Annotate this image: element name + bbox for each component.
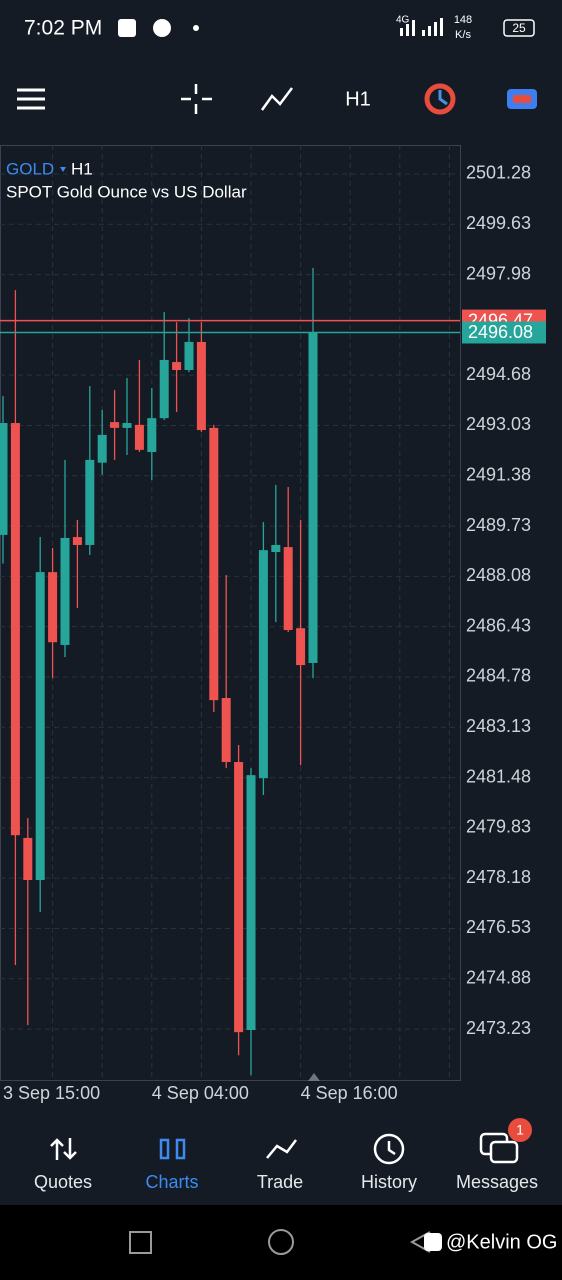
x-tick-label: 4 Sep 04:00 [152,1083,249,1103]
status-icon [118,19,136,37]
candle-body [134,424,144,450]
crosshair-button[interactable] [181,84,212,114]
nav-badge-count: 1 [516,1122,524,1138]
candle-body [35,572,45,881]
nav-label[interactable]: Charts [145,1172,198,1192]
status-icon [153,19,171,37]
y-tick-label: 2494.68 [466,364,531,384]
status-dot [193,25,199,31]
y-tick-label: 2476.53 [466,917,531,937]
system-nav [0,1205,562,1280]
x-tick-label: 3 Sep 15:00 [3,1083,100,1103]
y-tick-label: 2497.98 [466,263,531,283]
objects-icon [438,90,448,106]
y-tick-label: 2499.63 [466,213,531,233]
price-tag [462,321,546,344]
x-tick-label: 4 Sep 16:00 [301,1083,398,1103]
y-tick-label: 2481.48 [466,766,531,786]
candle-body [234,762,244,1033]
watermark: @Kelvin OG [446,1231,557,1253]
candle-body [72,537,82,545]
facebook-icon [424,1233,442,1251]
y-tick-label: 2488.08 [466,565,531,585]
back-button[interactable] [409,1231,431,1253]
nav-label[interactable]: Quotes [34,1172,92,1192]
indicators-button[interactable] [260,87,293,111]
y-tick-label: 2478.18 [466,867,531,887]
menu-button[interactable] [17,88,45,110]
nav-label[interactable]: History [361,1172,417,1192]
battery [503,19,535,37]
candle-body [221,698,231,763]
candle-body [159,359,169,419]
timeframe-button[interactable]: H1 [345,88,371,110]
y-tick-label: 2473.23 [466,1018,531,1038]
y-tick-label: 2501.28 [466,163,531,183]
candle-body [184,341,194,370]
y-tick-label: 2474.88 [466,968,531,988]
y-tick-label: 2486.43 [466,615,531,635]
status-speed-unit: K/s [455,29,471,41]
nav-icons [50,1132,519,1165]
candle-body [85,459,95,545]
trade-icon [513,95,531,103]
candle-body [0,423,8,535]
candle-body [172,362,182,370]
candle-body [122,423,132,428]
candle-body [258,550,268,779]
candle-body [196,341,206,431]
candle-body [246,775,256,1031]
y-tick-label: 2489.73 [466,515,531,535]
status-speed: 148 [454,14,472,26]
candle-body [10,423,20,836]
nav-badge [508,1118,532,1142]
candle-body [308,332,318,663]
chart-symbol[interactable]: GOLD [6,159,54,178]
status-time: 7:02 PM [24,17,102,40]
battery-level: 25 [512,21,526,35]
symbol-dropdown [60,167,66,172]
candle-body [23,837,33,881]
status-network: 4G [396,15,410,26]
y-tick-label: 2483.13 [466,716,531,736]
signal [400,18,443,36]
chart-frame [0,145,461,1081]
candle-body [48,572,58,643]
current-bar-marker [308,1073,320,1081]
recents-button[interactable] [129,1231,152,1254]
candle-body [283,547,293,631]
chart-timeframe: H1 [71,159,93,178]
chart: 2501.28 2499.63 2497.98 2494.68 2493.03 2491.… [0,145,546,1103]
candle-body [147,418,157,452]
candle-body [296,628,306,666]
y-tick-label: 2484.78 [466,666,531,686]
candle-body [271,544,281,552]
y-tick-label: 2479.83 [466,817,531,837]
y-tick-label: 2493.03 [466,414,531,434]
chart-title: SPOT Gold Ounce vs US Dollar [6,182,247,201]
home-button[interactable] [268,1229,294,1255]
candle-body [110,422,120,428]
nav-label[interactable]: Messages [456,1172,538,1192]
price-tag-label: 2496.08 [468,322,533,342]
candle-body [209,427,219,701]
candle-body [60,537,70,645]
y-tick-label: 2491.38 [466,465,531,485]
objects-button[interactable] [424,83,456,115]
nav-label[interactable]: Trade [257,1172,303,1192]
candle-body [97,434,107,463]
